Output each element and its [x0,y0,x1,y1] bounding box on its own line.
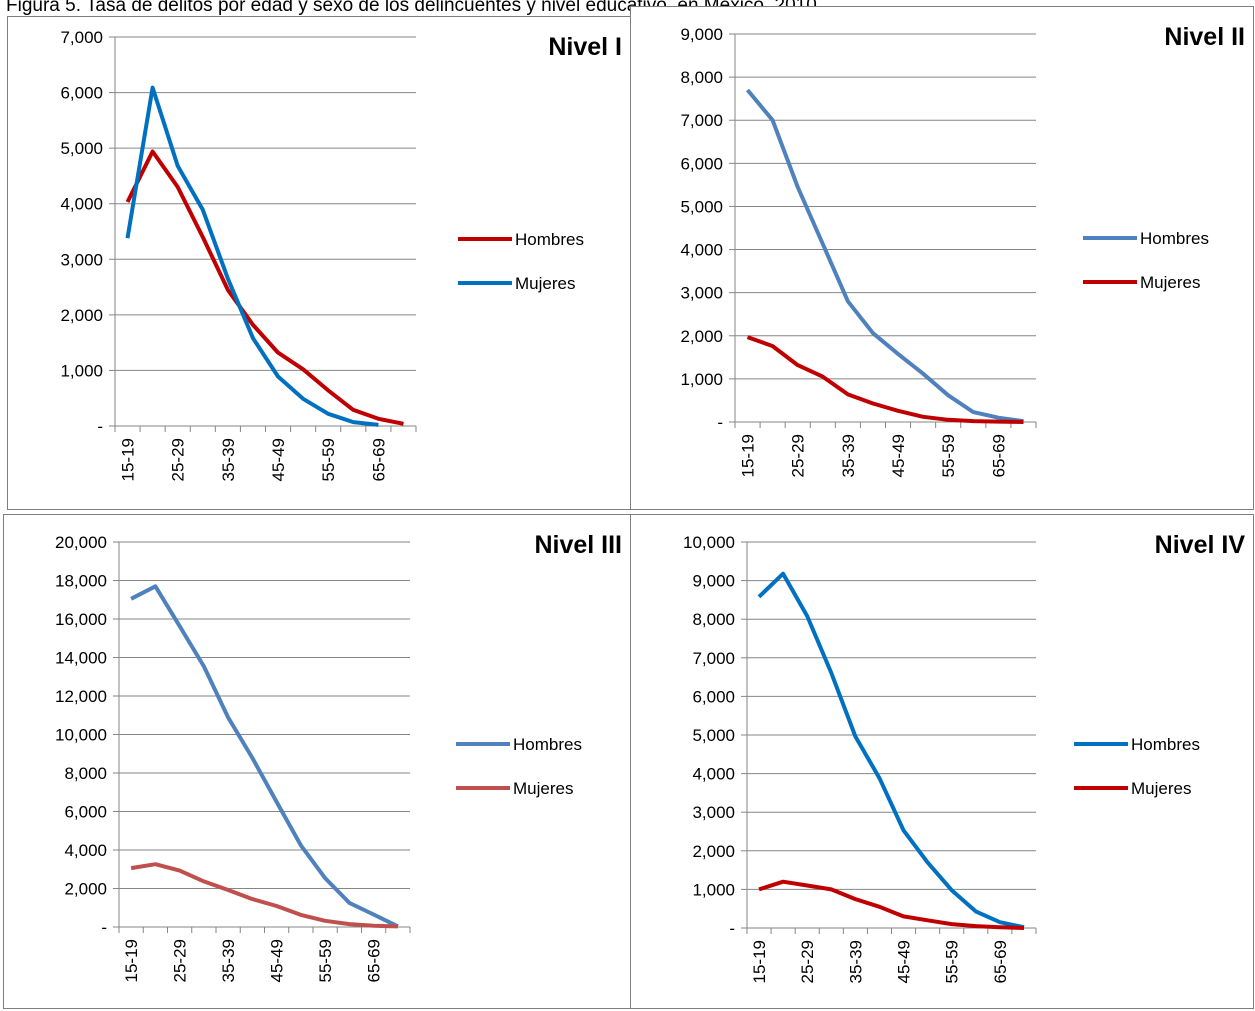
legend-label-mujeres: Mujeres [513,779,573,798]
x-tick-label: 25-29 [169,438,188,481]
y-tick-label: 10,000 [683,533,735,552]
x-tick-label: 25-29 [798,940,817,983]
chart-panel-nivel-4: - 1,000 2,000 3,000 4,000 5,000 6,000 7,000 8,00… [630,514,1254,1009]
y-tick-label: 10,000 [55,726,107,745]
chart-panel-nivel-1: - 1,000 2,000 3,000 4,000 5,000 6,000 7,000 15-1… [7,16,631,510]
y-tick-label: 9,000 [692,572,735,591]
y-tick-label: 3,000 [692,803,735,822]
chart-title: Nivel IV [1155,531,1246,559]
x-tick-label: 45-49 [268,939,287,982]
y-tick-label: 7,000 [680,111,723,130]
x-tick-label: 35-39 [219,438,238,481]
y-tick-label: 2,000 [692,842,735,861]
x-tick-label: 65-69 [365,939,384,982]
x-tick-label: 65-69 [369,438,388,481]
legend-label-hombres: Hombres [515,230,584,249]
legend-label-hombres: Hombres [1131,735,1200,754]
y-tick-label: 4,000 [64,841,107,860]
x-tick-label: 65-69 [989,434,1008,477]
y-tick-label: 7,000 [692,649,735,668]
y-tick-label: 4,000 [680,241,723,260]
y-tick-label: 1,000 [680,370,723,389]
y-tick-label: 3,000 [680,284,723,303]
x-tick-label: 15-19 [122,939,141,982]
y-tick-label: 2,000 [64,880,107,899]
x-tick-label: 55-59 [319,438,338,481]
y-tick-label: 2,000 [680,327,723,346]
y-tick-label: 8,000 [692,610,735,629]
x-tick-label: 35-39 [839,434,858,477]
chart-title: Nivel I [548,33,622,61]
y-tick-label: 9,000 [680,25,723,44]
chart-panel-nivel-3: - 2,000 4,000 6,000 8,000 10,000 12,000 14,000 1… [3,514,631,1009]
legend-label-hombres: Hombres [513,735,582,754]
y-tick-label: 14,000 [55,649,107,668]
y-tick-label: 6,000 [64,803,107,822]
y-tick-label: - [717,413,723,432]
y-tick-label: 4,000 [60,195,103,214]
x-tick-label: 15-19 [739,434,758,477]
y-tick-label: 12,000 [55,687,107,706]
legend-label-mujeres: Mujeres [1131,779,1191,798]
series-line-hombres [130,584,399,929]
y-tick-label: 5,000 [680,197,723,216]
y-tick-label: 8,000 [680,68,723,87]
series-line-hombres [745,88,1024,424]
y-tick-label: 3,000 [60,250,103,269]
x-tick-label: 25-29 [171,939,190,982]
x-tick-label: 55-59 [939,434,958,477]
series-line-mujeres [758,879,1025,930]
series-line-mujeres [130,862,398,929]
x-tick-label: 15-19 [750,940,769,983]
chart-title: Nivel II [1164,23,1245,51]
y-tick-label: 6,000 [692,687,735,706]
series-line-hombres [125,149,404,426]
series-line-mujeres [125,85,379,427]
legend-label-mujeres: Mujeres [1140,273,1200,292]
x-tick-label: 15-19 [119,438,138,481]
series-line-hombres [757,571,1025,930]
x-tick-label: 55-59 [316,939,335,982]
y-tick-label: - [101,918,107,937]
x-tick-label: 35-39 [846,940,865,983]
y-tick-label: 7,000 [60,28,103,47]
y-tick-label: 4,000 [692,765,735,784]
chart-nivel-2: - 1,000 2,000 3,000 4,000 5,000 6,000 7,000 8,00… [680,23,1245,477]
y-tick-label: - [729,919,735,938]
chart-panel-nivel-2: - 1,000 2,000 3,000 4,000 5,000 6,000 7,000 8,00… [630,6,1254,510]
y-tick-label: 20,000 [55,533,107,552]
x-tick-label: 35-39 [219,939,238,982]
series-line-mujeres [746,335,1024,424]
y-tick-label: 1,000 [60,361,103,380]
x-tick-label: 45-49 [889,434,908,477]
y-tick-label: 5,000 [692,726,735,745]
x-tick-label: 65-69 [991,940,1010,983]
x-tick-label: 55-59 [943,940,962,983]
y-tick-label: 6,000 [60,84,103,103]
x-tick-label: 25-29 [789,434,808,477]
y-tick-label: 5,000 [60,139,103,158]
figure-caption: Figura 5. Tasa de delitos por edad y sex… [6,0,817,16]
legend-label-hombres: Hombres [1140,229,1209,248]
y-tick-label: 8,000 [64,764,107,783]
y-tick-label: 6,000 [680,154,723,173]
legend-label-mujeres: Mujeres [515,274,575,293]
y-tick-label: 2,000 [60,306,103,325]
x-tick-label: 45-49 [895,940,914,983]
y-tick-label: 18,000 [55,572,107,591]
y-tick-label: - [97,417,103,436]
chart-title: Nivel III [534,531,622,559]
chart-nivel-1: - 1,000 2,000 3,000 4,000 5,000 6,000 7,000 15-1… [60,28,622,481]
chart-nivel-4: - 1,000 2,000 3,000 4,000 5,000 6,000 7,000 8,00… [683,531,1246,983]
y-tick-label: 1,000 [692,880,735,899]
y-tick-label: 16,000 [55,610,107,629]
x-tick-label: 45-49 [269,438,288,481]
chart-nivel-3: - 2,000 4,000 6,000 8,000 10,000 12,000 14,000 1… [55,531,622,982]
